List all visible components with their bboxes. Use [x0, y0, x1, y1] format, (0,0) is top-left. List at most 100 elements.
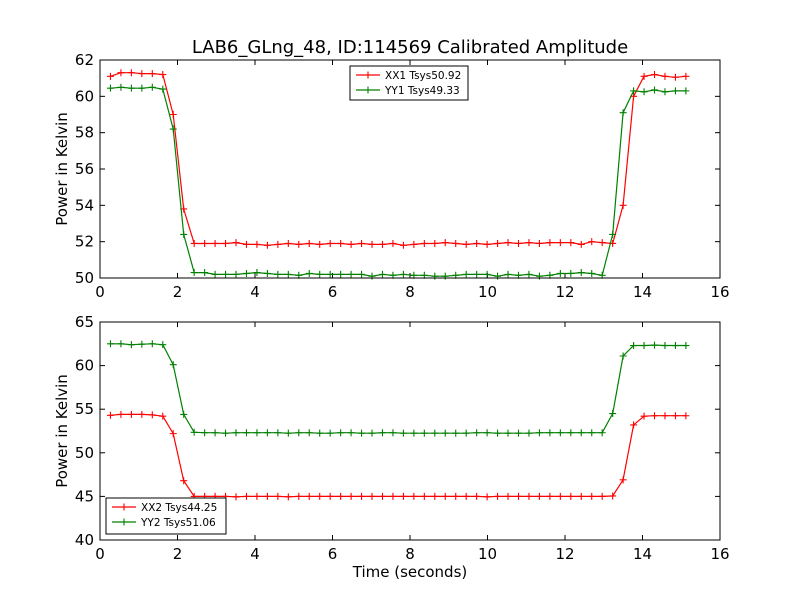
- data-point: [661, 412, 669, 420]
- legend-entry: YY2 Tsys51.06: [140, 517, 216, 529]
- data-point: [588, 269, 596, 277]
- data-point: [556, 269, 564, 277]
- data-point: [138, 70, 146, 78]
- data-point: [106, 340, 114, 348]
- data-point: [169, 125, 177, 133]
- data-point: [274, 240, 282, 248]
- data-point: [420, 429, 428, 437]
- data-point: [399, 270, 407, 278]
- data-point: [630, 342, 638, 350]
- data-point: [127, 69, 135, 77]
- data-point: [368, 272, 376, 280]
- plot-frame: [99, 321, 721, 541]
- data-point: [609, 230, 617, 238]
- data-point: [525, 239, 533, 247]
- data-point: [378, 240, 386, 248]
- data-point: [546, 492, 554, 500]
- data-point: [211, 429, 219, 437]
- legend: XX1 Tsys50.92 YY1 Tsys49.33: [349, 65, 469, 101]
- data-point: [525, 429, 533, 437]
- y-tick-label: 58: [75, 124, 94, 142]
- data-point: [106, 411, 114, 419]
- data-point: [682, 87, 690, 95]
- data-point: [201, 269, 209, 277]
- data-point: [420, 239, 428, 247]
- data-point: [546, 239, 554, 247]
- data-point: [242, 269, 250, 277]
- legend-swatch-marker: [120, 518, 128, 526]
- legend-box: [105, 497, 227, 535]
- y-tick-label: 45: [75, 487, 94, 505]
- data-point: [159, 71, 167, 79]
- data-point: [399, 492, 407, 500]
- data-point: [295, 492, 303, 500]
- data-point: [211, 239, 219, 247]
- data-point: [494, 239, 502, 247]
- data-point: [651, 86, 659, 94]
- data-point: [190, 239, 198, 247]
- data-point: [305, 269, 313, 277]
- data-point: [671, 87, 679, 95]
- x-tick-label: 16: [710, 283, 729, 301]
- data-point: [640, 412, 648, 420]
- data-point: [232, 493, 240, 501]
- data-point: [588, 492, 596, 500]
- data-point: [619, 109, 627, 117]
- x-axis-label: Time (seconds): [352, 563, 468, 581]
- data-point: [420, 492, 428, 500]
- data-point: [263, 492, 271, 500]
- data-point: [494, 272, 502, 280]
- x-tick-label: 8: [405, 283, 415, 301]
- data-point: [180, 410, 188, 418]
- data-point: [661, 88, 669, 96]
- data-point: [274, 429, 282, 437]
- data-point: [232, 429, 240, 437]
- data-point: [389, 239, 397, 247]
- data-point: [515, 239, 522, 247]
- data-point: [316, 492, 324, 500]
- y-tick-label: 40: [75, 531, 94, 549]
- data-point: [169, 361, 177, 369]
- data-point: [546, 429, 554, 437]
- data-point: [494, 492, 502, 500]
- data-point: [232, 270, 240, 278]
- data-point: [671, 73, 679, 81]
- data-point: [682, 412, 690, 420]
- data-point: [535, 492, 543, 500]
- data-point: [651, 341, 659, 349]
- data-point: [253, 269, 261, 277]
- data-point: [263, 241, 271, 249]
- data-point: [577, 492, 585, 500]
- y-tick-label: 62: [75, 51, 94, 69]
- data-point: [127, 410, 135, 418]
- x-tick-label: 12: [555, 545, 574, 563]
- data-point: [295, 429, 303, 437]
- data-point: [326, 492, 334, 500]
- data-point: [169, 430, 177, 438]
- data-point: [358, 270, 366, 278]
- data-point: [441, 272, 449, 280]
- plot-frame: [99, 59, 721, 279]
- data-point: [148, 340, 156, 348]
- data-point: [462, 270, 470, 278]
- legend-swatch-marker: [364, 86, 372, 94]
- legend: XX2 Tsys44.25 YY2 Tsys51.06: [105, 497, 227, 535]
- legend-entry: XX1 Tsys50.92: [385, 70, 461, 82]
- data-point: [148, 70, 156, 78]
- legend-swatch-marker: [364, 71, 372, 79]
- y-tick-label: 50: [75, 444, 94, 462]
- data-point: [337, 429, 345, 437]
- data-point: [598, 239, 606, 247]
- data-point: [473, 429, 481, 437]
- data-point: [347, 270, 355, 278]
- y-tick-label: 54: [75, 196, 94, 214]
- x-tick-label: 12: [555, 283, 574, 301]
- data-point: [169, 111, 177, 118]
- data-point: [117, 69, 125, 77]
- data-point: [441, 239, 449, 247]
- data-point: [138, 410, 146, 418]
- data-point: [326, 429, 334, 437]
- data-point: [190, 269, 198, 277]
- data-point: [159, 341, 167, 349]
- data-point: [473, 270, 481, 278]
